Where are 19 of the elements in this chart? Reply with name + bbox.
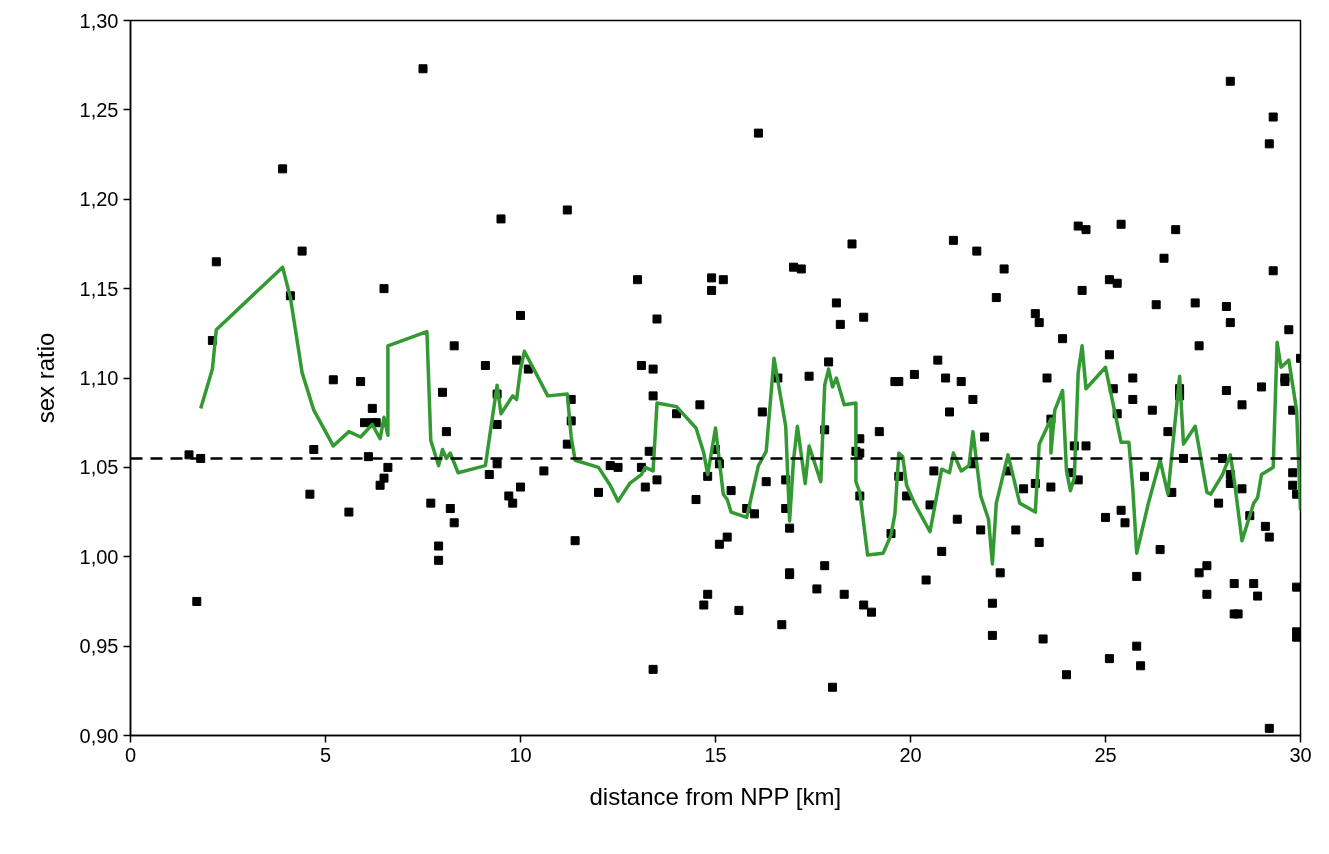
y-tick-label: 1,00 bbox=[79, 545, 119, 568]
y-tick-label: 1,25 bbox=[79, 98, 119, 121]
x-tick-label: 0 bbox=[124, 743, 137, 766]
x-tick-label: 25 bbox=[1094, 743, 1117, 766]
x-tick-label: 10 bbox=[509, 743, 532, 766]
line-series bbox=[198, 265, 1301, 566]
y-tick-label: 0,90 bbox=[79, 724, 119, 747]
y-axis-title: sex ratio bbox=[31, 332, 59, 424]
x-tick-label: 5 bbox=[319, 743, 332, 766]
y-tick-label: 1,15 bbox=[79, 277, 119, 300]
y-tick-label: 1,05 bbox=[79, 456, 119, 479]
x-tick-label: 30 bbox=[1289, 743, 1312, 766]
x-tick-label: 20 bbox=[899, 743, 922, 766]
y-tick-label: 1,30 bbox=[79, 9, 119, 32]
x-tick-label: 15 bbox=[704, 743, 727, 766]
x-axis-title: distance from NPP [km] bbox=[589, 782, 842, 810]
y-tick-label: 1,20 bbox=[79, 188, 119, 211]
y-tick-label: 0,95 bbox=[79, 635, 119, 658]
y-tick-label: 1,10 bbox=[79, 367, 119, 389]
